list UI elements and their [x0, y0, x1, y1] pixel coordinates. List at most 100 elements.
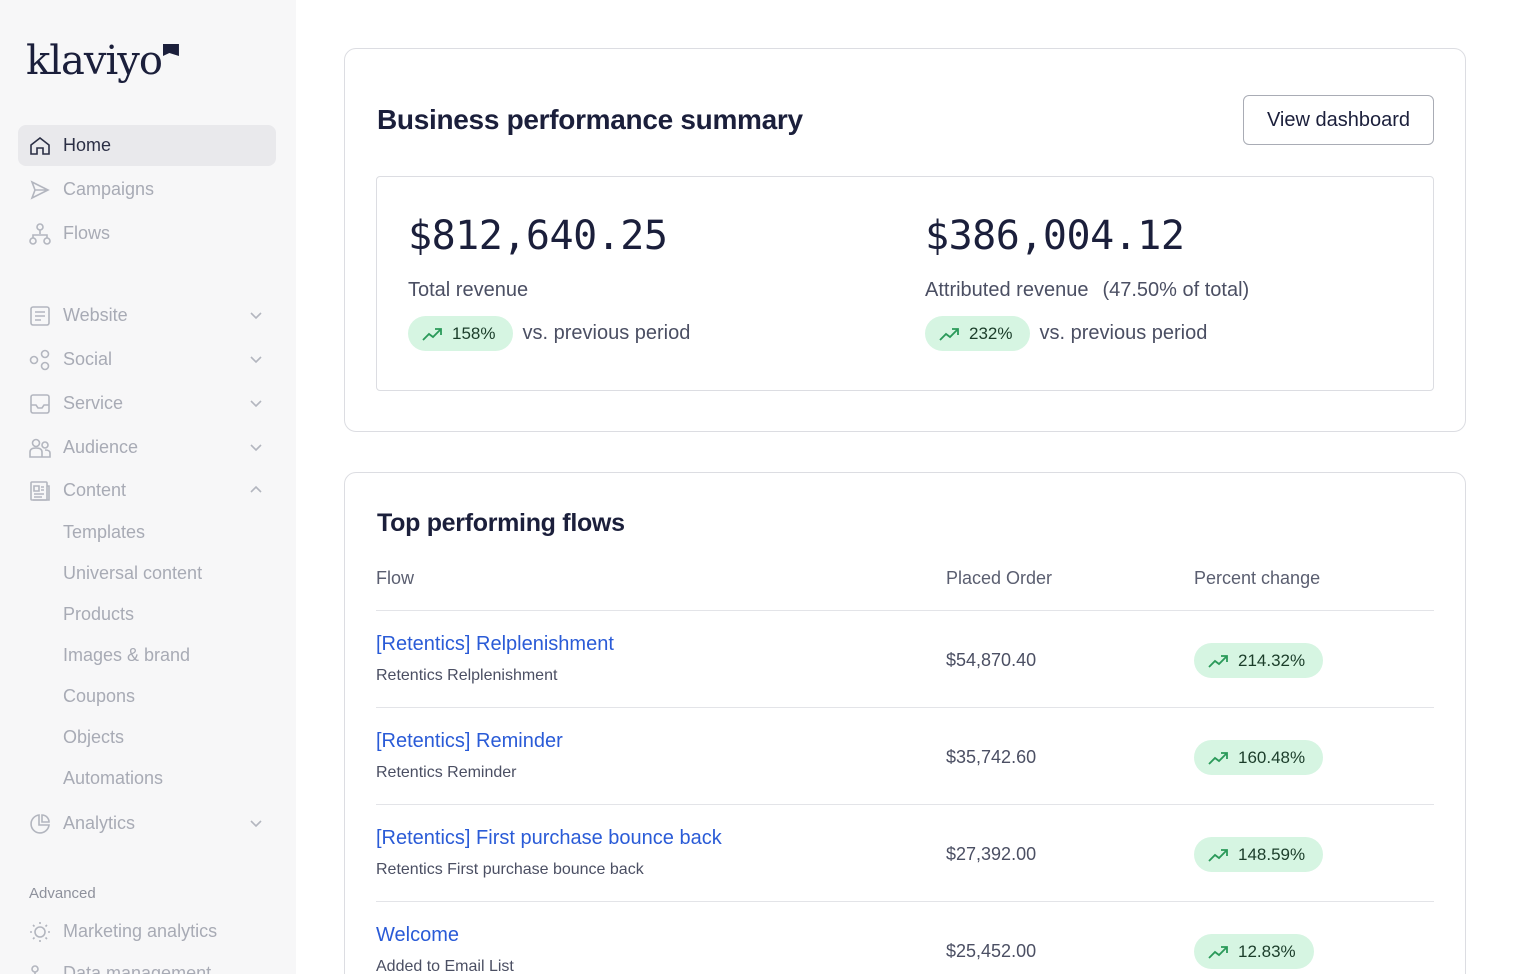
content-icon [28, 479, 52, 503]
sidebar-item-label: Audience [63, 437, 139, 457]
trend-up-icon [1208, 848, 1228, 862]
change-percent: 214.32% [1238, 650, 1306, 670]
change-badge: 158% [408, 316, 514, 351]
attributed-revenue-change: 232% vs. previous period [925, 316, 1207, 351]
sidebar-item-label: Marketing analytics [63, 921, 218, 941]
website-icon [28, 304, 52, 328]
change-percent: 232% [969, 323, 1013, 343]
sidebar-item-label: Home [63, 135, 112, 155]
change-percent: 148.59% [1238, 844, 1306, 864]
sidebar-item-label: Content [63, 480, 127, 500]
placed-order-value: $35,742.60 [946, 747, 1037, 767]
flow-link[interactable]: Welcome [376, 924, 459, 946]
sidebar-subitem-images-brand[interactable]: Images & brand [63, 645, 191, 665]
flow-trigger: Retentics Reminder [376, 764, 517, 781]
sidebar-item-analytics[interactable]: Analytics [18, 803, 276, 844]
trend-up-icon [1208, 654, 1228, 668]
trend-up-icon [422, 327, 442, 341]
sidebar-item-label: Campaigns [63, 179, 155, 199]
view-dashboard-button[interactable]: View dashboard [1243, 95, 1434, 145]
sidebar-item-website[interactable]: Website [18, 295, 276, 336]
column-header-flow: Flow [376, 568, 415, 588]
table-row: [Retentics] First purchase bounce back R… [376, 805, 1434, 902]
lightbulb-icon [28, 920, 52, 944]
flow-link[interactable]: [Retentics] Relplenishment [376, 633, 614, 655]
flow-link[interactable]: [Retentics] First purchase bounce back [376, 827, 722, 849]
change-badge: 232% [925, 316, 1031, 351]
performance-summary-title: Business performance summary [377, 104, 803, 135]
chevron-up-icon [250, 485, 262, 493]
logo-text: klaviyo [26, 38, 163, 84]
performance-summary-card: Business performance summary View dashbo… [344, 48, 1466, 432]
attributed-revenue-label-text: Attributed revenue [925, 279, 1089, 301]
sidebar: klaviyo Home Campaigns Flows Webs [0, 0, 296, 974]
sidebar-item-label: Analytics [63, 813, 136, 833]
table-divider [376, 610, 1434, 611]
data-icon [28, 962, 52, 974]
flows-icon [28, 222, 52, 246]
logo-flag-icon [162, 44, 179, 56]
sidebar-item-label: Data management [63, 963, 212, 974]
chevron-down-icon [250, 356, 262, 364]
flow-trigger: Added to Email List [376, 958, 514, 974]
table-divider [376, 901, 1434, 902]
sidebar-item-marketing-analytics[interactable]: Marketing analytics [18, 911, 276, 952]
column-header-placed-order: Placed Order [946, 568, 1053, 588]
flow-link[interactable]: [Retentics] Reminder [376, 730, 563, 752]
home-icon [28, 134, 52, 158]
sidebar-item-social[interactable]: Social [18, 339, 276, 380]
sidebar-item-flows[interactable]: Flows [18, 213, 276, 254]
flow-trigger: Retentics Relplenishment [376, 667, 558, 684]
trend-up-icon [939, 327, 959, 341]
table-row: [Retentics] Reminder Retentics Reminder … [376, 708, 1434, 805]
table-divider [376, 707, 1434, 708]
sidebar-subitem-templates[interactable]: Templates [63, 522, 146, 542]
sidebar-item-home[interactable]: Home [18, 125, 276, 166]
klaviyo-logo[interactable]: klaviyo [26, 38, 179, 84]
change-badge: 214.32% [1194, 643, 1324, 678]
send-icon [28, 178, 52, 202]
top-flows-card: Top performing flows Flow Placed Order P… [344, 472, 1466, 974]
main-content: Business performance summary View dashbo… [296, 0, 1514, 974]
trend-up-icon [1208, 945, 1228, 959]
sidebar-subitem-products[interactable]: Products [63, 604, 135, 624]
table-row: [Retentics] Relplenishment Retentics Rel… [376, 611, 1434, 708]
sidebar-subitem-coupons[interactable]: Coupons [63, 686, 136, 706]
placed-order-value: $54,870.40 [946, 650, 1037, 670]
total-revenue-label: Total revenue [408, 279, 529, 301]
column-header-percent-change: Percent change [1194, 568, 1321, 588]
audience-icon [28, 436, 52, 460]
attributed-share: (47.50% of total) [1102, 279, 1250, 301]
chevron-down-icon [250, 400, 262, 408]
placed-order-value: $27,392.00 [946, 844, 1037, 864]
flow-trigger: Retentics First purchase bounce back [376, 861, 644, 878]
top-flows-title: Top performing flows [377, 509, 625, 537]
sidebar-item-content[interactable]: Content [18, 470, 276, 511]
chevron-down-icon [250, 820, 262, 828]
sidebar-item-label: Flows [63, 223, 111, 243]
change-badge: 148.59% [1194, 837, 1324, 872]
sidebar-item-label: Website [63, 305, 128, 325]
sidebar-item-data-management[interactable]: Data management [18, 953, 276, 974]
chevron-down-icon [250, 312, 262, 320]
sidebar-item-campaigns[interactable]: Campaigns [18, 169, 276, 210]
table-divider [376, 804, 1434, 805]
comparison-label: vs. previous period [522, 322, 691, 344]
change-percent: 158% [452, 323, 496, 343]
trend-up-icon [1208, 751, 1228, 765]
sidebar-item-service[interactable]: Service [18, 383, 276, 424]
total-revenue-value: $812,640.25 [408, 213, 668, 259]
chevron-down-icon [250, 444, 262, 452]
advanced-section-label: Advanced [29, 885, 96, 902]
attributed-revenue-value: $386,004.12 [925, 213, 1185, 259]
total-revenue-change: 158% vs. previous period [408, 316, 690, 351]
sidebar-item-label: Social [63, 349, 113, 369]
change-badge: 12.83% [1194, 934, 1314, 969]
sidebar-subitem-automations[interactable]: Automations [63, 768, 164, 788]
sidebar-subitem-universal-content[interactable]: Universal content [63, 563, 203, 583]
social-icon [28, 348, 52, 372]
sidebar-item-audience[interactable]: Audience [18, 427, 276, 468]
placed-order-value: $25,452.00 [946, 941, 1037, 961]
sidebar-subitem-objects[interactable]: Objects [63, 727, 125, 747]
inbox-icon [28, 392, 52, 416]
